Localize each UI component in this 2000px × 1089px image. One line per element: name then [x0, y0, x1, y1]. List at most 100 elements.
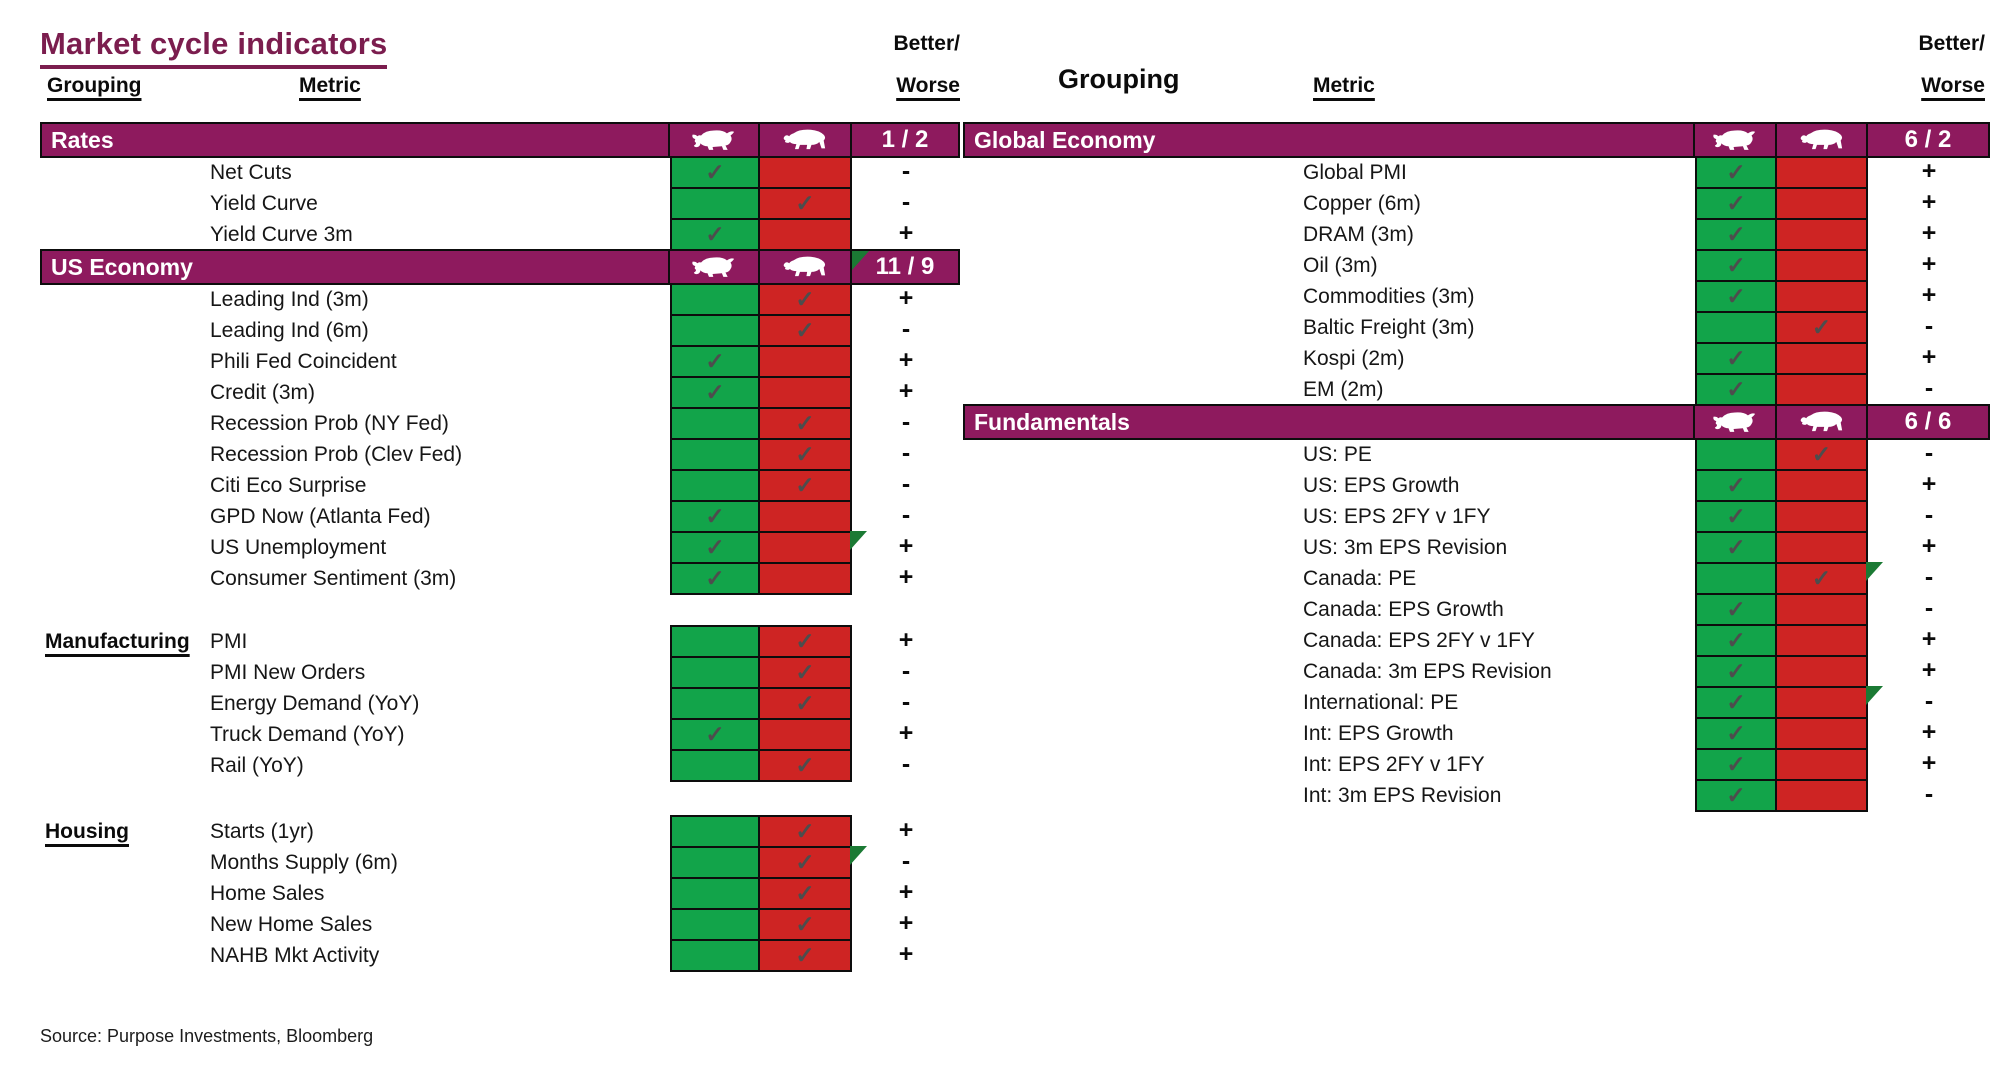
bull-header-cell [668, 122, 760, 158]
better-worse-value: + [1921, 250, 1937, 278]
better-worse-value: + [1921, 343, 1937, 371]
check-icon: ✓ [795, 690, 815, 716]
better-worse-value: + [1921, 188, 1937, 216]
bear-header-cell [758, 249, 852, 285]
right-worse-header: Worse [1921, 74, 1985, 97]
bull-header-cell [1693, 122, 1777, 158]
bear-cell: ✓ [758, 877, 852, 910]
left-grouping-header: Grouping [47, 74, 142, 97]
check-icon: ✓ [1811, 314, 1832, 340]
bull-cell: ✓ [1695, 779, 1777, 812]
table-row: NAHB Mkt Activity ✓ + [40, 939, 960, 972]
bear-cell: ✓ [758, 656, 852, 689]
right-metric-header: Metric [1313, 74, 1375, 97]
bear-cell: ✓ [758, 283, 852, 316]
table-row: Canada: PE ✓ - [963, 562, 1990, 595]
flag-triangle-icon [852, 251, 869, 270]
grouping-cell [40, 283, 207, 316]
bear-cell [1775, 686, 1868, 719]
check-icon: ✓ [795, 659, 815, 685]
section-manufacturing: Manufacturing PMI ✓ + PMI New Orders ✓ - Energy… [40, 625, 960, 782]
better-worse-value: + [898, 346, 914, 374]
section-band-label: Fundamentals [963, 404, 1300, 440]
metric-label: US: EPS 2FY v 1FY [1303, 505, 1491, 528]
section-score: 6 / 2 [1866, 122, 1990, 158]
bull-cell [670, 314, 760, 347]
bull-cell: ✓ [1695, 624, 1777, 657]
metric-label: Recession Prob (NY Fed) [210, 412, 449, 435]
check-icon: ✓ [1726, 345, 1746, 371]
grouping-cell [963, 469, 1300, 502]
section-score-text: 6 / 2 [1904, 126, 1952, 153]
better-worse-cell: + [852, 815, 960, 848]
bull-cell: ✓ [1695, 500, 1777, 533]
better-worse-value: + [898, 909, 914, 937]
table-row: DRAM (3m) ✓ + [963, 218, 1990, 251]
metric-label: US Unemployment [210, 536, 387, 559]
table-row: Consumer Sentiment (3m) ✓ + [40, 562, 960, 595]
bull-cell: ✓ [670, 218, 760, 251]
section-score: 6 / 6 [1866, 404, 1990, 440]
check-icon: ✓ [795, 286, 815, 312]
better-worse-cell: + [852, 376, 960, 409]
grouping-cell [963, 280, 1300, 313]
right-grouping-header: Grouping [1058, 64, 1180, 94]
metric-label: Global PMI [1303, 161, 1407, 184]
bear-cell: ✓ [758, 469, 852, 502]
grouping-cell [40, 314, 207, 347]
better-worse-value: + [898, 940, 914, 968]
better-worse-cell: - [1866, 562, 1990, 595]
check-icon: ✓ [795, 911, 815, 937]
bear-cell: ✓ [758, 687, 852, 720]
check-icon: ✓ [705, 721, 725, 747]
grouping-cell [963, 593, 1300, 626]
grouping-cell [40, 877, 207, 910]
grouping-cell [40, 345, 207, 378]
grouping-cell [963, 156, 1300, 189]
metric-label: New Home Sales [210, 913, 373, 936]
better-worse-value: - [1924, 312, 1934, 340]
better-worse-value: - [901, 657, 911, 685]
metric-label: Commodities (3m) [1303, 285, 1475, 308]
table-row: Manufacturing PMI ✓ + [40, 625, 960, 658]
table-row: GPD Now (Atlanta Fed) ✓ - [40, 500, 960, 533]
table-row: Oil (3m) ✓ + [963, 249, 1990, 282]
grouping-cell [40, 562, 207, 595]
better-worse-value: + [1921, 656, 1937, 684]
table-row: EM (2m) ✓ - [963, 373, 1990, 406]
check-icon: ✓ [1726, 782, 1746, 808]
better-worse-value: - [901, 408, 911, 436]
bull-cell [1695, 438, 1777, 471]
bull-cell: ✓ [670, 345, 760, 378]
grouping-cell [40, 749, 207, 782]
grouping-cell [963, 531, 1300, 564]
bear-cell: ✓ [758, 846, 852, 879]
bull-icon [692, 256, 735, 277]
bear-cell: ✓ [758, 187, 852, 220]
better-worse-value: + [1921, 281, 1937, 309]
table-row: Global PMI ✓ + [963, 156, 1990, 189]
metric-label: Energy Demand (YoY) [210, 692, 420, 715]
bear-cell [1775, 469, 1868, 502]
grouping-cell [963, 218, 1300, 251]
metric-label: Rail (YoY) [210, 754, 304, 777]
table-row: Yield Curve ✓ - [40, 187, 960, 220]
bull-cell [670, 939, 760, 972]
bear-cell [1775, 342, 1868, 375]
bear-cell: ✓ [758, 908, 852, 941]
better-worse-value: + [898, 219, 914, 247]
section-score-text: 6 / 6 [1904, 408, 1952, 435]
section-global-economy: Global Economy 6 / 2 Global PMI ✓ + Copper (6… [963, 122, 1990, 406]
section-rates: Rates 1 / 2 Net Cuts ✓ - Yield Curve ✓ - Yield C… [40, 122, 960, 251]
bull-cell: ✓ [670, 500, 760, 533]
metric-label: Starts (1yr) [210, 820, 314, 843]
check-icon: ✓ [1726, 221, 1746, 247]
better-worse-cell: + [852, 562, 960, 595]
better-worse-cell: - [852, 314, 960, 347]
section-score-text: 11 / 9 [875, 253, 935, 280]
bull-cell [670, 469, 760, 502]
grouping-cell [40, 500, 207, 533]
grouping-cell [40, 939, 207, 972]
bear-cell [1775, 593, 1868, 626]
table-row: US: PE ✓ - [963, 438, 1990, 471]
